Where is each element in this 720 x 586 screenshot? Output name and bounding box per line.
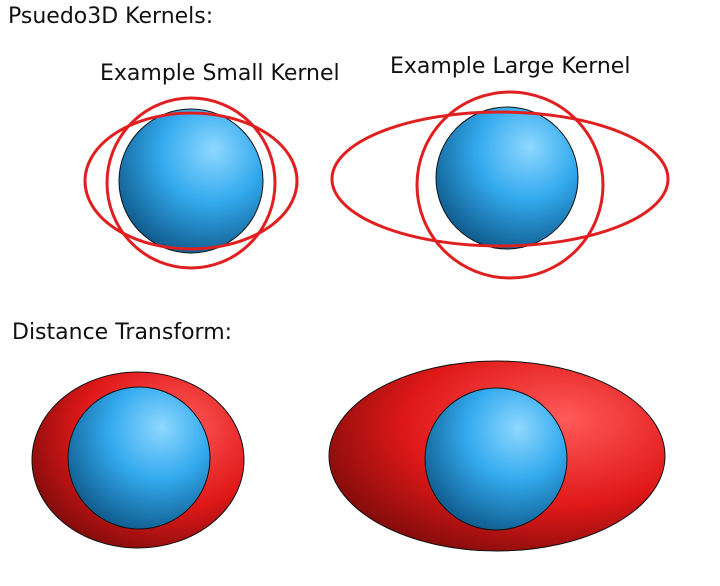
- distance-title: Distance Transform:: [12, 320, 233, 345]
- small-kernel-label: Example Small Kernel: [100, 61, 340, 86]
- large-kernel-circle: [415, 90, 605, 280]
- small-kernel-horizontal-ellipse: [83, 111, 299, 251]
- large-kernel-horizontal-ellipse: [330, 110, 670, 248]
- distance-large-group: [328, 360, 666, 552]
- small-kernel-group: [83, 96, 299, 270]
- distance-large-sphere: [424, 387, 568, 531]
- distance-small-sphere: [67, 386, 211, 530]
- large-kernel-label: Example Large Kernel: [390, 54, 631, 79]
- small-kernel-vertical-ellipse: [105, 96, 277, 270]
- kernels-title: Psuedo3D Kernels:: [8, 4, 214, 29]
- large-kernel-group: [330, 90, 670, 280]
- small-kernel-sphere: [118, 108, 264, 254]
- distance-small-group: [31, 371, 245, 549]
- large-kernel-sphere: [435, 106, 579, 250]
